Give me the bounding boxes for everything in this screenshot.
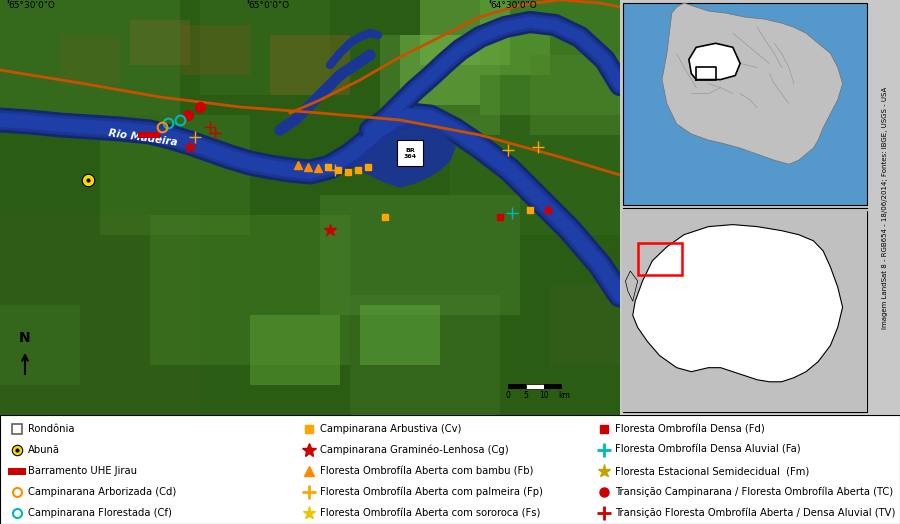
Text: Barramento UHE Jirau: Barramento UHE Jirau	[28, 466, 137, 476]
Text: 65°0'0"O: 65°0'0"O	[248, 1, 289, 10]
Polygon shape	[662, 3, 842, 164]
Bar	[0, 305, 80, 385]
Bar	[60, 35, 120, 85]
Text: Transição Campinarana / Floresta Ombrofíla Aberta (TC): Transição Campinarana / Floresta Ombrofí…	[615, 487, 893, 497]
Polygon shape	[310, 117, 455, 187]
Bar	[526, 384, 544, 389]
Text: 64°30'0"O: 64°30'0"O	[490, 1, 536, 10]
Bar	[320, 195, 520, 315]
Bar	[420, 0, 510, 65]
Bar	[623, 3, 867, 204]
Text: Campinarana Arbustiva (Cv): Campinarana Arbustiva (Cv)	[320, 424, 462, 434]
Text: 5: 5	[524, 391, 528, 400]
Bar	[530, 55, 620, 135]
Text: km: km	[558, 391, 570, 400]
Text: Rio Madeira: Rio Madeira	[108, 128, 178, 148]
Polygon shape	[626, 271, 637, 301]
Bar	[8, 467, 26, 475]
Bar	[380, 35, 500, 135]
Bar	[150, 215, 350, 365]
Bar	[180, 25, 250, 75]
Bar	[270, 35, 350, 95]
Bar	[200, 0, 330, 95]
Bar	[0, 0, 180, 115]
Bar	[350, 295, 500, 415]
Bar	[400, 35, 480, 105]
Bar	[480, 20, 550, 75]
Text: 10: 10	[539, 391, 549, 400]
Bar	[397, 140, 423, 166]
Bar	[130, 20, 190, 65]
Text: 364: 364	[403, 155, 417, 159]
Bar	[550, 285, 620, 365]
Text: Transição Floresta Ombrofíla Aberta / Densa Aluvial (TV): Transição Floresta Ombrofíla Aberta / De…	[615, 508, 896, 518]
Text: Imagem LandSat 8 - RGB654 - 18/06/2014; Fontes: IBGE, USGS - USA: Imagem LandSat 8 - RGB654 - 18/06/2014; …	[882, 86, 888, 329]
Bar	[637, 243, 681, 275]
Text: Campinarana Graminéo-Lenhosa (Cg): Campinarana Graminéo-Lenhosa (Cg)	[320, 445, 508, 455]
Text: 0: 0	[506, 391, 510, 400]
Bar	[450, 115, 620, 235]
Text: N: N	[19, 331, 31, 345]
Bar	[250, 315, 340, 385]
Bar	[480, 0, 620, 115]
Bar	[138, 132, 160, 138]
Text: Floresta Ombrofíla Aberta com palmeira (Fp): Floresta Ombrofíla Aberta com palmeira (…	[320, 487, 543, 497]
Bar	[544, 384, 562, 389]
Bar	[623, 211, 867, 412]
Text: Floresta Estacional Semidecidual  (Fm): Floresta Estacional Semidecidual (Fm)	[615, 466, 809, 476]
Polygon shape	[633, 225, 842, 382]
Bar	[508, 384, 526, 389]
Text: Floresta Ombrofíla Densa (Fd): Floresta Ombrofíla Densa (Fd)	[615, 424, 765, 434]
Polygon shape	[688, 43, 740, 80]
Bar	[100, 115, 250, 235]
Text: Abunã: Abunã	[28, 445, 60, 455]
Text: Floresta Ombrofíla Densa Aluvial (Fa): Floresta Ombrofíla Densa Aluvial (Fa)	[615, 445, 801, 455]
Text: BR: BR	[405, 147, 415, 152]
Text: 65°30'0"O: 65°30'0"O	[8, 1, 55, 10]
Text: Rondônia: Rondônia	[28, 424, 75, 434]
Bar	[0, 215, 200, 415]
Text: Campinarana Arborizada (Cd): Campinarana Arborizada (Cd)	[28, 487, 176, 497]
Text: Campinarana Florestada (Cf): Campinarana Florestada (Cf)	[28, 508, 172, 518]
Bar	[623, 211, 867, 412]
Text: Floresta Ombrofíla Aberta com bambu (Fb): Floresta Ombrofíla Aberta com bambu (Fb)	[320, 466, 534, 476]
Bar	[360, 305, 440, 365]
Text: Floresta Ombrofíla Aberta com sororoca (Fs): Floresta Ombrofíla Aberta com sororoca (…	[320, 508, 540, 518]
